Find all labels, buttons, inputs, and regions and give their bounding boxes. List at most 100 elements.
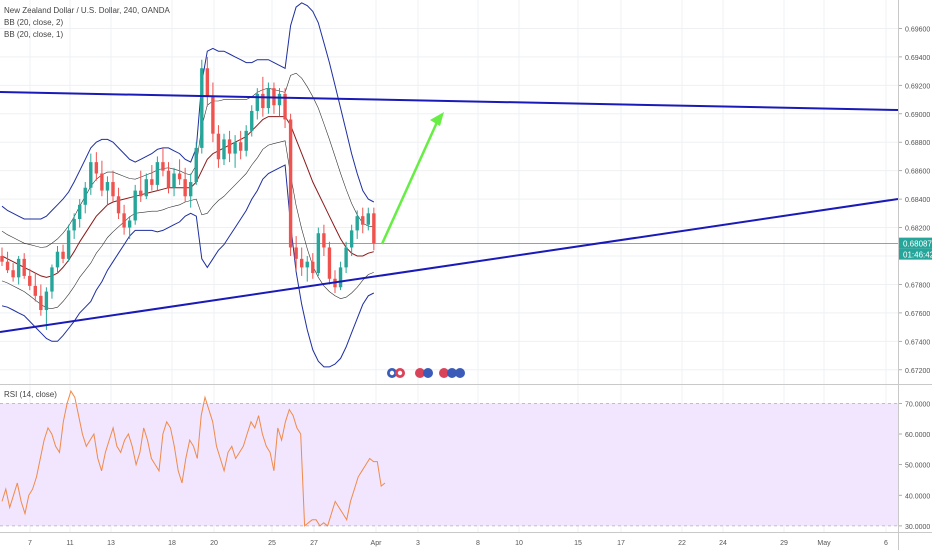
candle-body: [200, 68, 204, 148]
candle-body: [127, 220, 132, 228]
bb-inner-upper-line: [1, 72, 374, 248]
flag-us-icon: [415, 368, 425, 378]
candle-body: [161, 162, 165, 171]
candle-body: [205, 68, 210, 97]
indicator-bb-outer[interactable]: BB (20, close, 2): [4, 18, 64, 27]
candle-body: [344, 247, 348, 268]
candle-body: [311, 261, 315, 274]
price-tick-label: 0.67600: [905, 311, 930, 318]
candle-body: [89, 162, 93, 188]
rsi-tick-label: 50.0000: [905, 463, 930, 470]
candle-body: [366, 213, 370, 225]
time-tick-label: Apr: [371, 540, 383, 547]
chart-title: New Zealand Dollar / U.S. Dollar, 240, O…: [4, 6, 170, 15]
candle-body: [28, 275, 32, 286]
projection-arrowhead: [430, 112, 444, 126]
time-tick-label: 7: [28, 540, 32, 547]
candle-body: [277, 93, 282, 106]
price-tick-label: 0.69200: [905, 83, 930, 90]
candle-body: [166, 170, 171, 188]
candle-body: [0, 256, 4, 262]
price-tick-label: 0.68200: [905, 226, 930, 233]
price-tick-label: 0.68800: [905, 140, 930, 147]
candle-body: [50, 267, 54, 292]
bar-countdown: 01:46:42: [903, 251, 932, 260]
candle-body: [150, 179, 154, 185]
candle-body: [111, 182, 115, 197]
candle-body: [83, 187, 87, 205]
time-tick-label: 25: [268, 540, 276, 547]
candle-body: [349, 230, 354, 248]
candle-body: [288, 119, 293, 248]
candle-body: [22, 258, 26, 276]
candle-body: [172, 173, 176, 188]
time-tick-label: May: [817, 540, 831, 547]
time-tick-label: 20: [210, 540, 218, 547]
event-icons[interactable]: [387, 368, 465, 378]
time-tick-label: 15: [574, 540, 582, 547]
candle-body: [139, 190, 143, 197]
candle-body: [72, 219, 76, 231]
flag-us-icon: [455, 368, 465, 378]
bb-basis-line: [1, 116, 374, 278]
time-tick-label: 22: [678, 540, 686, 547]
rsi-line-layer: [1, 389, 386, 527]
candle-body: [244, 130, 248, 151]
candle-body: [78, 204, 82, 220]
resistance-trendline: [0, 91, 899, 111]
candle-body: [300, 258, 304, 268]
time-tick-label: 11: [66, 540, 73, 547]
time-tick-label: 10: [515, 540, 523, 547]
price-tick-label: 0.68400: [905, 197, 930, 204]
candle-body: [233, 142, 237, 154]
last-price-value: 0.68087: [903, 240, 932, 249]
indicator-rsi[interactable]: RSI (14, close): [4, 390, 57, 399]
candle-body: [327, 247, 332, 279]
last-price-label: 0.68087 01:46:42: [899, 237, 932, 260]
candle-body: [61, 251, 65, 259]
candle-body: [189, 182, 193, 197]
candle-body: [227, 139, 232, 154]
candle-body: [211, 96, 215, 134]
candle-body: [194, 147, 198, 183]
time-tick-label: 3: [416, 540, 420, 547]
flag-us-icon: [423, 368, 433, 378]
candle-body: [33, 285, 37, 296]
rsi-tick-label: 40.0000: [905, 493, 930, 500]
candles: [0, 56, 376, 330]
candle-body: [66, 230, 71, 259]
rsi-tick-label: 60.0000: [905, 432, 930, 439]
candle-body: [338, 267, 343, 288]
price-tick-label: 0.67800: [905, 282, 930, 289]
support-trendline: [0, 198, 899, 333]
bb-upper-line: [1, 2, 375, 220]
flag-nz-icon: [447, 368, 457, 378]
rsi-band: [0, 403, 898, 526]
rsi-tick-label: 30.0000: [905, 524, 930, 531]
candle-body: [261, 93, 265, 109]
candle-body: [305, 261, 309, 268]
time-tick-label: 13: [107, 540, 115, 547]
indicator-bb-inner[interactable]: BB (20, close, 1): [4, 30, 64, 39]
rsi-line: [1, 389, 386, 527]
price-tick-label: 0.69600: [905, 26, 930, 33]
candle-body: [222, 139, 226, 160]
candle-body: [94, 162, 99, 174]
bollinger-bands: [1, 2, 375, 368]
candle-body: [122, 213, 126, 228]
candle-body: [216, 133, 221, 160]
candle-body: [177, 173, 182, 180]
flag-us-icon: [439, 368, 449, 378]
candle-body: [372, 213, 376, 244]
price-tick-label: 0.69400: [905, 55, 930, 62]
time-tick-label: 18: [168, 540, 176, 547]
candle-body: [39, 295, 43, 311]
candle-body: [44, 291, 49, 311]
candle-body: [238, 142, 243, 151]
candle-body: [55, 251, 60, 268]
candle-body: [250, 110, 254, 131]
candle-body: [183, 179, 187, 197]
bb-lower-line: [1, 164, 375, 368]
candle-body: [155, 162, 160, 185]
